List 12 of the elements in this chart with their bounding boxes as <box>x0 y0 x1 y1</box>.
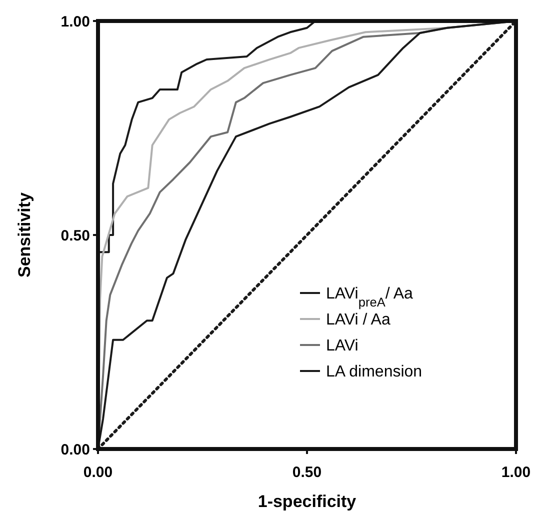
legend-label: LA dimension <box>326 364 422 381</box>
y-axis-title: Sensitivity <box>15 192 34 278</box>
y-tick-label: 1.00 <box>60 13 90 30</box>
legend-label: LAVi <box>326 338 358 355</box>
legend-label: LAVi / Aa <box>326 312 390 329</box>
y-tick-label: 0.50 <box>60 227 90 244</box>
legend-label: LAVi$_{preA}$/ Aa <box>326 286 414 310</box>
x-tick-label: 0.00 <box>83 464 113 481</box>
x-axis-title: 1-specificity <box>258 492 357 511</box>
y-tick-label: 0.00 <box>60 441 90 458</box>
x-tick-label: 0.50 <box>292 464 322 481</box>
x-tick-label: 1.00 <box>501 464 531 481</box>
